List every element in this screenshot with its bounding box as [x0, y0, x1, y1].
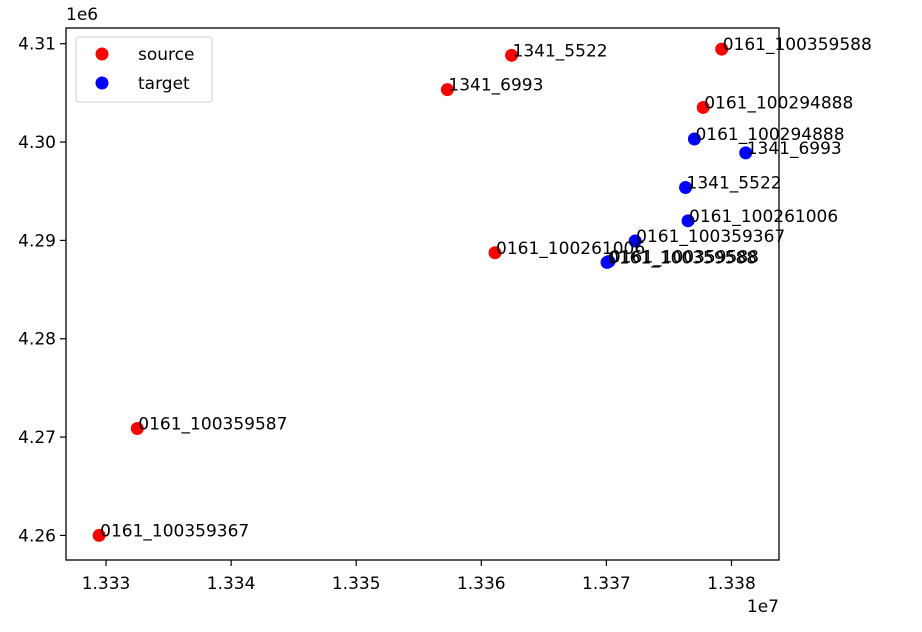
target-point — [739, 146, 753, 160]
source-point — [130, 422, 144, 436]
target-point — [628, 234, 642, 248]
target-point — [679, 181, 693, 195]
x-tick-label: 1.337 — [582, 574, 631, 594]
y-tick-label: 4.26 — [18, 526, 56, 546]
target-point-label: 0161_100294888 — [695, 125, 844, 145]
target-point — [681, 214, 695, 228]
source-legend-label: source — [138, 45, 194, 65]
x-tick-label: 1.335 — [332, 574, 381, 594]
target-point-label: 0161_100359367 — [636, 227, 785, 247]
source-point-label: 0161_100359587 — [138, 415, 287, 435]
y-tick-label: 4.30 — [18, 133, 56, 153]
x-tick-label: 1.338 — [707, 574, 756, 594]
source-point-label: 1341_6993 — [448, 76, 543, 96]
data-points — [92, 42, 753, 542]
source-point — [696, 100, 710, 114]
x-tick-label: 1.333 — [82, 574, 131, 594]
plot-area — [66, 28, 779, 560]
legend-box — [75, 36, 213, 103]
source-point — [715, 42, 729, 56]
source-legend-marker — [95, 47, 109, 61]
source-point-label: 0161_100359367 — [100, 521, 249, 541]
x-offset-label: 1e7 — [747, 597, 779, 617]
target-point — [687, 132, 701, 146]
source-point-label: 1341_5522 — [513, 41, 608, 61]
source-point — [505, 48, 519, 62]
plot-frame — [65, 27, 780, 561]
x-tick-label: 1.336 — [457, 574, 506, 594]
y-tick-label: 4.27 — [18, 428, 56, 448]
source-point — [440, 83, 454, 97]
target-point — [600, 255, 614, 269]
target-point-label: 0161_100359588 — [610, 247, 759, 267]
legend: source target — [75, 36, 213, 103]
y-tick-label: 4.29 — [18, 231, 56, 251]
x-tick-label: 1.334 — [207, 574, 256, 594]
y-offset-label: 1e6 — [66, 5, 98, 25]
target-legend-marker — [95, 76, 109, 90]
source-point-label: 0161_100261006 — [496, 239, 645, 259]
point-labels: 0161_1003595881341_55221341_69930161_100… — [100, 35, 872, 541]
source-point — [488, 246, 502, 260]
x-axis-ticks: 1.333 1.334 1.335 1.336 1.337 1.338 — [82, 560, 756, 594]
target-point-label: 1341_5522 — [687, 174, 782, 194]
source-point-label: 0161_100359588 — [723, 35, 872, 55]
source-point — [92, 528, 106, 542]
y-axis-ticks: 4.26 4.27 4.28 4.29 4.30 4.31 — [18, 35, 66, 546]
target-legend-label: target — [138, 74, 190, 94]
target-point-label: 0161_100359588 — [608, 248, 757, 268]
y-tick-label: 4.28 — [18, 330, 56, 350]
target-point-label: 0161_100261006 — [689, 207, 838, 227]
target-point-label: 1341_6993 — [747, 139, 842, 159]
y-tick-label: 4.31 — [18, 35, 56, 55]
